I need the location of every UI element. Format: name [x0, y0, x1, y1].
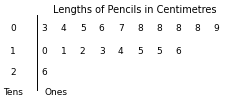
- Text: 7: 7: [118, 24, 124, 33]
- Text: 9: 9: [213, 24, 219, 33]
- Text: 2: 2: [10, 68, 16, 77]
- Text: 5: 5: [80, 24, 86, 33]
- Text: 8: 8: [137, 24, 143, 33]
- Text: 6: 6: [42, 68, 47, 77]
- Text: 8: 8: [175, 24, 181, 33]
- Text: 8: 8: [156, 24, 162, 33]
- Text: 0: 0: [42, 47, 47, 56]
- Text: 1: 1: [61, 47, 67, 56]
- Text: Ones: Ones: [45, 88, 67, 97]
- Text: 5: 5: [156, 47, 162, 56]
- Text: 0: 0: [10, 24, 16, 33]
- Text: 6: 6: [99, 24, 105, 33]
- Text: 8: 8: [194, 24, 200, 33]
- Text: 5: 5: [137, 47, 143, 56]
- Text: 4: 4: [61, 24, 67, 33]
- Text: 2: 2: [80, 47, 86, 56]
- Text: 3: 3: [99, 47, 105, 56]
- Text: Tens: Tens: [3, 88, 23, 97]
- Text: 6: 6: [175, 47, 181, 56]
- Text: 3: 3: [42, 24, 47, 33]
- Text: 4: 4: [118, 47, 124, 56]
- Text: Lengths of Pencils in Centimetres: Lengths of Pencils in Centimetres: [53, 5, 217, 15]
- Text: 1: 1: [10, 47, 16, 56]
